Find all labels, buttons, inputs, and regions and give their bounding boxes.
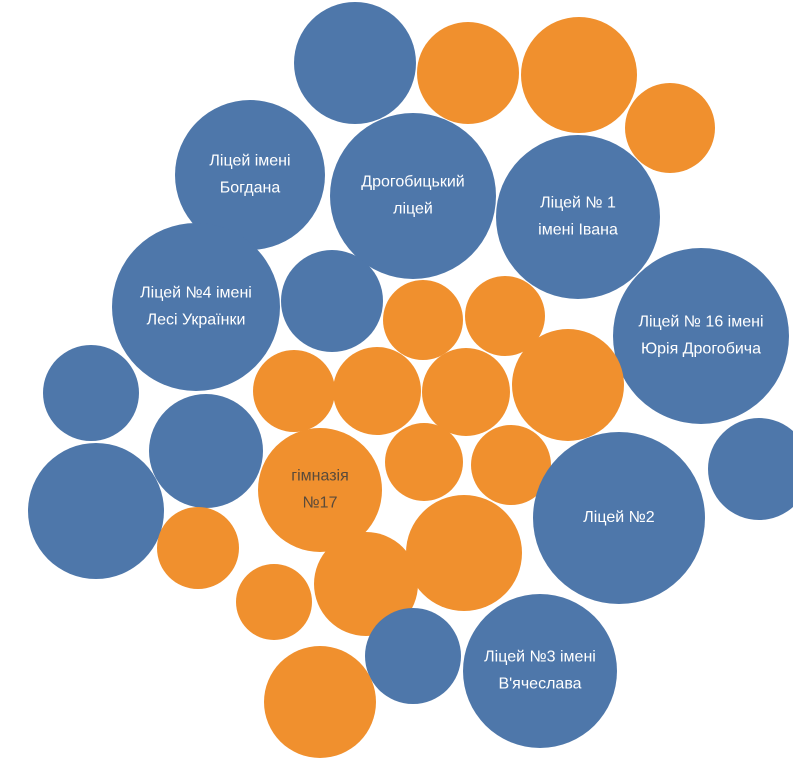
bubble-blue: Дрогобицький ліцей — [330, 113, 496, 279]
bubble-orange — [333, 347, 421, 435]
bubble-label: Богдана — [220, 180, 281, 197]
bubble-circle — [314, 532, 418, 636]
bubble-blue — [43, 345, 139, 441]
bubble-circle — [330, 113, 496, 279]
bubble-orange — [417, 22, 519, 124]
bubble-circle — [533, 432, 705, 604]
bubble-label: В'ячеслава — [498, 676, 581, 693]
bubble-blue: Ліцей №2 — [533, 432, 705, 604]
bubble-orange — [512, 329, 624, 441]
bubble-circle — [236, 564, 312, 640]
bubble-blue: Ліцей №3 імені В'ячеслава — [463, 594, 617, 748]
bubble-circle — [471, 425, 551, 505]
bubble-orange — [406, 495, 522, 611]
bubble-label: Ліцей №2 — [583, 509, 654, 526]
bubble-label: Лесі Українки — [147, 312, 246, 329]
bubble-label: Ліцей № 1 — [540, 195, 616, 212]
bubble-label: №17 — [303, 495, 338, 512]
bubble-orange — [465, 276, 545, 356]
bubble-orange — [383, 280, 463, 360]
bubble-blue — [28, 443, 164, 579]
bubble-orange — [157, 507, 239, 589]
bubble-circle — [149, 394, 263, 508]
bubble-circle — [365, 608, 461, 704]
bubble-circle — [385, 423, 463, 501]
bubble-label: Ліцей імені — [209, 153, 290, 170]
bubble-circle — [463, 594, 617, 748]
bubble-circle — [157, 507, 239, 589]
bubble-circle — [613, 248, 789, 424]
bubble-blue — [365, 608, 461, 704]
bubble-circle — [417, 22, 519, 124]
bubble-circle — [333, 347, 421, 435]
bubble-label: ліцей — [393, 201, 433, 218]
bubble-circle — [708, 418, 793, 520]
bubble-circle — [253, 350, 335, 432]
bubble-blue: Ліцей № 1 імені Івана — [496, 135, 660, 299]
bubble-circle — [294, 2, 416, 124]
bubble-blue: Ліцей імені Богдана — [175, 100, 325, 250]
bubble-blue: Ліцей №4 імені Лесі Українки — [112, 223, 280, 391]
bubble-label: Юрія Дрогобича — [641, 341, 761, 358]
bubble-label: Ліцей №4 імені — [140, 285, 252, 302]
bubble-label: гімназія — [291, 468, 349, 485]
bubble-circle — [112, 223, 280, 391]
bubble-circle — [281, 250, 383, 352]
bubble-circle — [175, 100, 325, 250]
bubble-orange — [625, 83, 715, 173]
bubble-circle — [625, 83, 715, 173]
bubble-orange — [471, 425, 551, 505]
bubble-label: Ліцей № 16 імені — [638, 314, 763, 331]
bubble-orange — [236, 564, 312, 640]
bubble-orange — [264, 646, 376, 758]
bubble-orange — [314, 532, 418, 636]
bubble-blue — [708, 418, 793, 520]
bubble-orange — [385, 423, 463, 501]
bubble-circle — [383, 280, 463, 360]
bubble-orange — [422, 348, 510, 436]
bubble-label: Ліцей №3 імені — [484, 649, 596, 666]
bubble-circle — [258, 428, 382, 552]
bubble-circle — [496, 135, 660, 299]
bubble-circle — [465, 276, 545, 356]
bubble-circle — [28, 443, 164, 579]
bubble-blue — [294, 2, 416, 124]
bubble-circle — [521, 17, 637, 133]
bubble-circle — [422, 348, 510, 436]
bubble-label: імені Івана — [538, 222, 618, 239]
bubble-blue — [281, 250, 383, 352]
bubble-blue: Ліцей № 16 імені Юрія Дрогобича — [613, 248, 789, 424]
bubble-label: Дрогобицький — [361, 174, 465, 191]
bubble-orange — [253, 350, 335, 432]
bubble-circle — [43, 345, 139, 441]
bubble-circle — [264, 646, 376, 758]
bubble-orange: гімназія №17 — [258, 428, 382, 552]
bubble-orange — [521, 17, 637, 133]
bubble-circle — [406, 495, 522, 611]
bubble-blue — [149, 394, 263, 508]
bubble-circle — [512, 329, 624, 441]
